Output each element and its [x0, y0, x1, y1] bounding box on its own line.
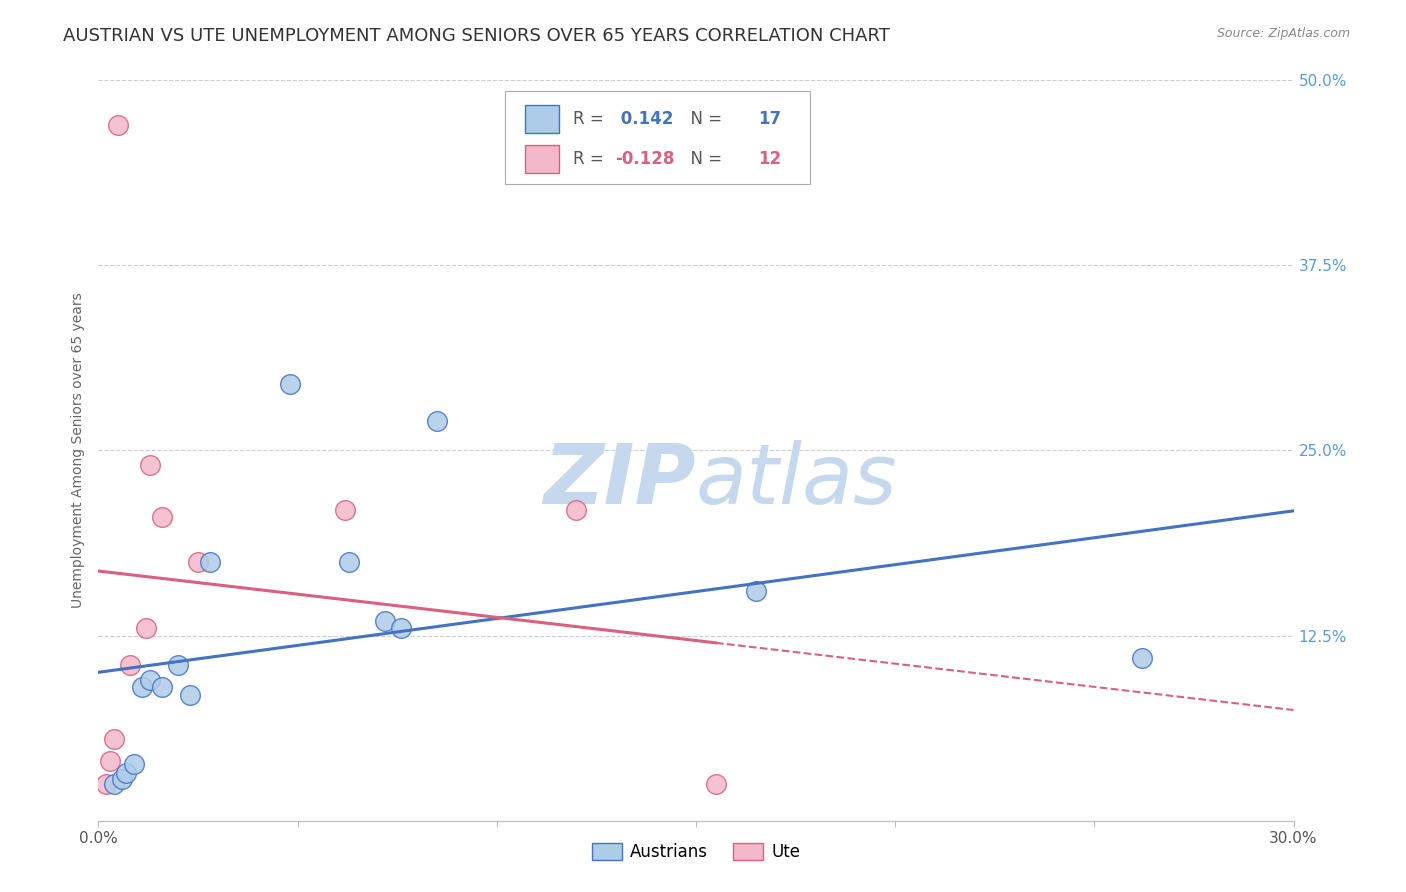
Point [565, 502, 588, 516]
Point [124, 757, 146, 772]
Text: Source: ZipAtlas.com: Source: ZipAtlas.com [1216, 27, 1350, 40]
Point [389, 621, 412, 635]
Text: ZIP: ZIP [543, 440, 696, 521]
Text: atlas: atlas [696, 440, 897, 521]
Point [150, 681, 173, 695]
Point [135, 621, 157, 635]
Point [745, 584, 768, 599]
Point [103, 776, 125, 791]
Point [167, 658, 190, 673]
Point [111, 772, 134, 787]
Point [335, 502, 357, 516]
Point [120, 658, 142, 673]
Y-axis label: Unemployment Among Seniors over 65 years: Unemployment Among Seniors over 65 years [72, 293, 86, 608]
Point [131, 681, 153, 695]
Point [198, 555, 221, 569]
Point [103, 732, 125, 747]
Point [150, 510, 173, 524]
Text: 12: 12 [758, 150, 782, 168]
Text: R =: R = [572, 110, 609, 128]
Text: 17: 17 [758, 110, 782, 128]
Point [339, 555, 361, 569]
Point [1130, 650, 1153, 665]
Text: AUSTRIAN VS UTE UNEMPLOYMENT AMONG SENIORS OVER 65 YEARS CORRELATION CHART: AUSTRIAN VS UTE UNEMPLOYMENT AMONG SENIO… [63, 27, 890, 45]
Text: N =: N = [681, 110, 728, 128]
Point [96, 776, 118, 791]
FancyBboxPatch shape [505, 91, 810, 184]
Text: -0.128: -0.128 [614, 150, 673, 168]
Point [374, 614, 396, 628]
Point [139, 458, 162, 473]
Text: 0.142: 0.142 [614, 110, 673, 128]
Point [115, 766, 138, 780]
Point [107, 118, 129, 132]
FancyBboxPatch shape [524, 145, 558, 173]
Legend: Austrians, Ute: Austrians, Ute [585, 837, 807, 868]
Text: N =: N = [681, 150, 728, 168]
Point [139, 673, 162, 687]
Point [98, 755, 122, 769]
Point [704, 776, 727, 791]
FancyBboxPatch shape [524, 105, 558, 133]
Text: R =: R = [572, 150, 609, 168]
Point [187, 555, 209, 569]
Point [179, 688, 201, 702]
Point [426, 414, 449, 428]
Point [278, 376, 301, 391]
